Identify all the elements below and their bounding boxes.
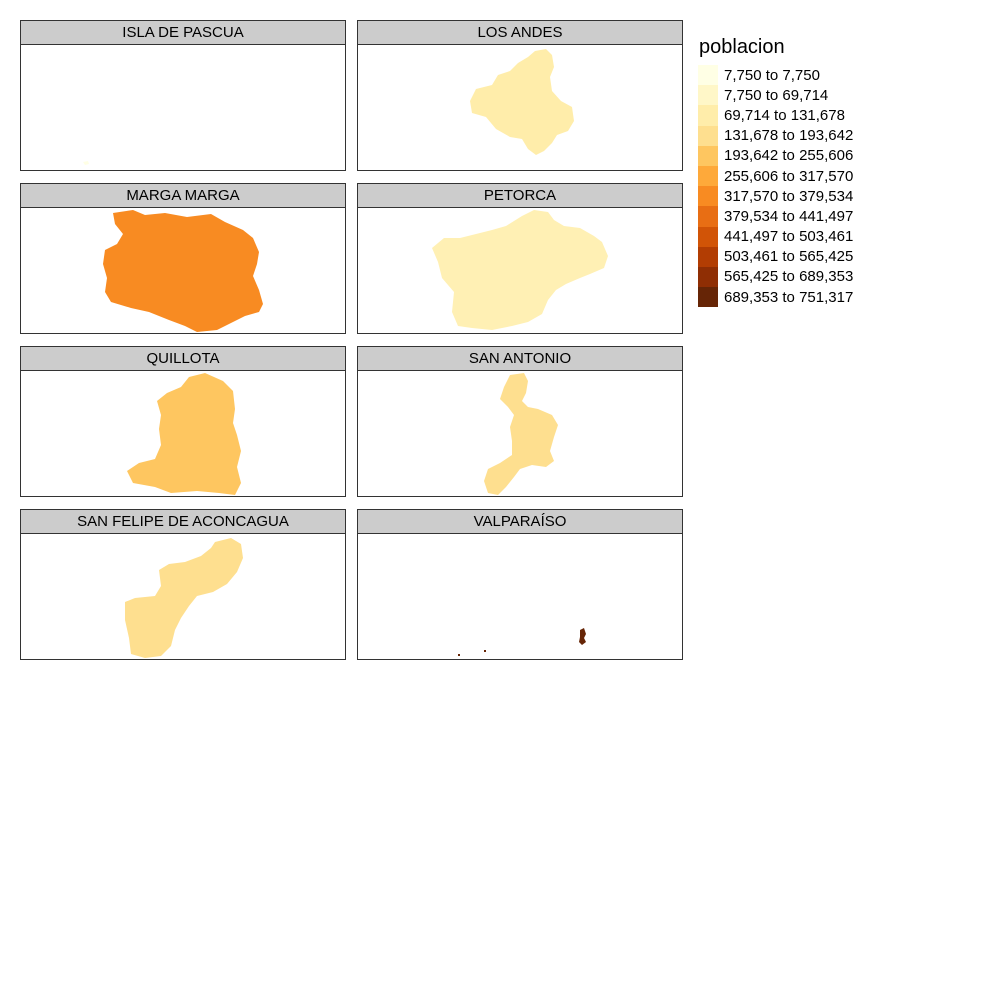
legend-item: 69,714 to 131,678	[698, 105, 853, 126]
legend-label: 193,642 to 255,606	[724, 147, 854, 165]
legend-label: 379,534 to 441,497	[724, 207, 854, 225]
panel-los-andes: LOS ANDES	[357, 20, 683, 171]
legend-item: 131,678 to 193,642	[698, 125, 854, 146]
region-san-antonio	[484, 373, 558, 495]
panel-san-felipe-de-aconcagua: SAN FELIPE DE ACONCAGUA	[20, 509, 346, 660]
region-isla-de-pascua	[83, 161, 89, 165]
panel-marga-marga: MARGA MARGA	[20, 183, 346, 334]
legend-label: 317,570 to 379,534	[724, 187, 854, 205]
panel-title: LOS ANDES	[358, 21, 682, 45]
region-marga-marga	[103, 210, 263, 332]
map-quillota	[127, 373, 241, 495]
legend-label: 441,497 to 503,461	[724, 228, 854, 246]
legend-label: 689,353 to 751,317	[724, 288, 854, 306]
legend-label: 255,606 to 317,570	[724, 167, 854, 185]
panel-title: ISLA DE PASCUA	[21, 21, 345, 45]
legend-label: 7,750 to 7,750	[724, 66, 820, 84]
legend-item: 503,461 to 565,425	[698, 246, 854, 267]
legend: poblacion 7,750 to 7,750 7,750 to 69,714 6…	[698, 36, 854, 308]
region-quillota	[127, 373, 241, 495]
legend-item: 7,750 to 69,714	[698, 85, 853, 106]
legend-swatch	[698, 65, 718, 86]
panel-title: VALPARAÍSO	[358, 510, 682, 534]
legend-item: 379,534 to 441,497	[698, 206, 854, 227]
region-valparaiso-mainland	[579, 628, 586, 645]
legend-swatch	[698, 105, 718, 126]
region-valparaiso-island-a	[458, 654, 460, 656]
region-los-andes	[470, 49, 574, 155]
legend-item: 255,606 to 317,570	[698, 165, 854, 187]
panel-title: SAN FELIPE DE ACONCAGUA	[21, 510, 345, 534]
legend-swatch	[698, 165, 718, 187]
panel-petorca: PETORCA	[357, 183, 683, 334]
map-valparaiso	[458, 628, 586, 656]
legend-swatch	[698, 287, 718, 308]
legend-label: 131,678 to 193,642	[724, 127, 854, 145]
legend-label: 7,750 to 69,714	[724, 86, 829, 104]
panel-title: MARGA MARGA	[21, 184, 345, 208]
legend-item: 317,570 to 379,534	[698, 186, 854, 207]
legend-swatch	[698, 246, 718, 267]
legend-swatch	[698, 145, 718, 166]
region-san-felipe-de-aconcagua	[125, 538, 243, 658]
legend-item: 689,353 to 751,317	[698, 287, 854, 308]
legend-item: 7,750 to 7,750	[698, 65, 853, 86]
legend-label: 565,425 to 689,353	[724, 268, 854, 286]
panel-valparaiso: VALPARAÍSO	[357, 509, 683, 660]
map-isla-de-pascua	[83, 161, 89, 165]
legend-label: 503,461 to 565,425	[724, 248, 854, 266]
panel-title: SAN ANTONIO	[358, 347, 682, 371]
legend-items: 7,750 to 7,750 7,750 to 69,714 69,714 to 1…	[698, 65, 854, 308]
map-los-andes	[470, 49, 574, 155]
region-valparaiso-island-b	[484, 650, 486, 652]
legend-item: 565,425 to 689,353	[698, 266, 854, 288]
panel-san-antonio: SAN ANTONIO	[357, 346, 683, 497]
panel-title: QUILLOTA	[21, 347, 345, 371]
legend-swatch	[698, 266, 718, 288]
legend-swatch	[698, 226, 718, 247]
legend-item: 193,642 to 255,606	[698, 145, 854, 166]
map-petorca	[432, 210, 608, 330]
panel-quillota: QUILLOTA	[20, 346, 346, 497]
panel-title: PETORCA	[358, 184, 682, 208]
map-san-antonio	[484, 373, 558, 495]
legend-swatch	[698, 186, 718, 207]
legend-swatch	[698, 125, 718, 146]
region-petorca	[432, 210, 608, 330]
panel-isla-de-pascua: ISLA DE PASCUA	[20, 20, 346, 171]
legend-swatch	[698, 206, 718, 227]
map-san-felipe-de-aconcagua	[125, 538, 243, 658]
map-marga-marga	[103, 210, 263, 332]
legend-item: 441,497 to 503,461	[698, 226, 854, 247]
legend-swatch	[698, 85, 718, 106]
legend-label: 69,714 to 131,678	[724, 106, 845, 124]
legend-title: poblacion	[699, 36, 785, 58]
